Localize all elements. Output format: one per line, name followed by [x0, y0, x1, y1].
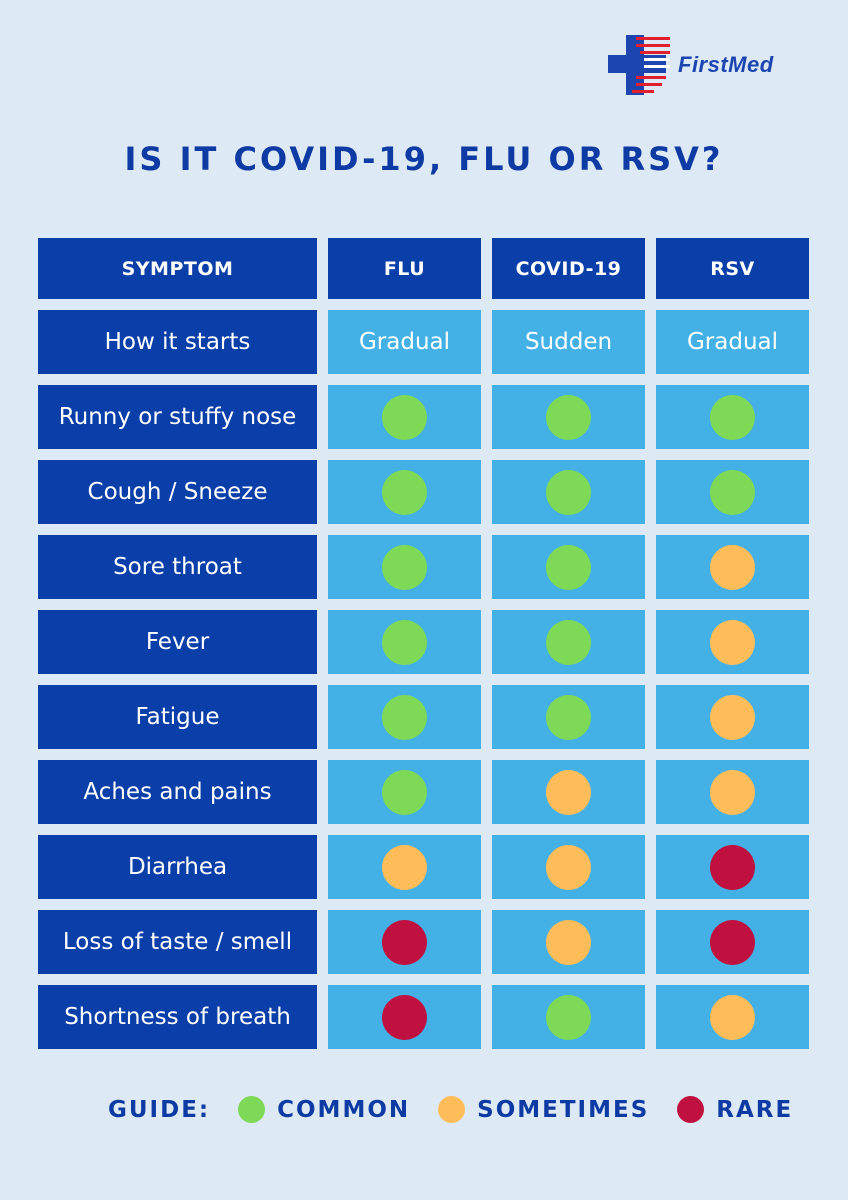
rare-indicator-dot — [382, 919, 427, 965]
sometimes-indicator-dot — [710, 994, 755, 1040]
symptom-label: How it starts — [38, 310, 317, 374]
table-cell-covid — [492, 535, 645, 599]
rare-indicator-dot — [710, 844, 755, 890]
symptom-label: Fatigue — [38, 685, 317, 749]
common-indicator-dot — [546, 619, 591, 665]
sometimes-legend-dot — [438, 1096, 466, 1123]
table-cell-flu — [328, 610, 481, 674]
cell-text: Gradual — [358, 329, 451, 355]
table-cell-rsv — [656, 685, 809, 749]
table-cell-rsv — [656, 460, 809, 524]
table-cell-covid — [492, 460, 645, 524]
table-cell-flu — [328, 460, 481, 524]
rare-legend-dot — [677, 1096, 705, 1123]
table-cell-rsv — [656, 985, 809, 1049]
sometimes-indicator-dot — [382, 844, 427, 890]
common-indicator-dot — [546, 694, 591, 740]
rare-indicator-dot — [382, 994, 427, 1040]
legend-label-sometimes: SOMETIMES — [477, 1096, 650, 1123]
symptom-label: Runny or stuffy nose — [38, 385, 317, 449]
common-indicator-dot — [546, 994, 591, 1040]
legend-label-rare: RARE — [716, 1096, 794, 1123]
table-cell-covid — [492, 985, 645, 1049]
cell-text: Gradual — [686, 329, 779, 355]
legend-item-rare: RARE — [677, 1096, 793, 1123]
column-header-covid: COVID-19 — [492, 238, 645, 299]
table-cell-rsv — [656, 835, 809, 899]
legend-label-common: COMMON — [277, 1096, 411, 1123]
common-indicator-dot — [710, 469, 755, 515]
table-cell-flu: Gradual — [328, 310, 481, 374]
table-cell-rsv — [656, 760, 809, 824]
sometimes-indicator-dot — [546, 919, 591, 965]
sometimes-indicator-dot — [710, 769, 755, 815]
column-header-symptom: SYMPTOM — [38, 238, 317, 299]
symptom-label: Fever — [38, 610, 317, 674]
legend-label: GUIDE: — [108, 1096, 211, 1123]
brand-name: FirstMed — [678, 52, 774, 77]
common-indicator-dot — [546, 544, 591, 590]
sometimes-indicator-dot — [710, 619, 755, 665]
sometimes-indicator-dot — [710, 694, 755, 740]
rare-indicator-dot — [710, 919, 755, 965]
table-cell-covid — [492, 385, 645, 449]
common-indicator-dot — [382, 544, 427, 590]
common-legend-dot — [238, 1096, 266, 1123]
symptom-label: Shortness of breath — [38, 985, 317, 1049]
symptom-label: Aches and pains — [38, 760, 317, 824]
table-cell-flu — [328, 685, 481, 749]
table-cell-flu — [328, 760, 481, 824]
table-cell-covid: Sudden — [492, 310, 645, 374]
common-indicator-dot — [546, 394, 591, 440]
common-indicator-dot — [546, 469, 591, 515]
legend-item-sometimes: SOMETIMES — [438, 1096, 649, 1123]
common-indicator-dot — [382, 394, 427, 440]
common-indicator-dot — [382, 769, 427, 815]
table-cell-rsv — [656, 610, 809, 674]
table-cell-covid — [492, 835, 645, 899]
common-indicator-dot — [382, 694, 427, 740]
table-cell-covid — [492, 610, 645, 674]
common-indicator-dot — [382, 469, 427, 515]
table-cell-flu — [328, 385, 481, 449]
table-cell-rsv — [656, 535, 809, 599]
common-indicator-dot — [710, 394, 755, 440]
table-cell-rsv — [656, 910, 809, 974]
symptom-table: SYMPTOM FLU COVID-19 RSV How it starts Gradua… — [38, 238, 809, 1060]
brand-logo: FirstMed — [606, 33, 774, 97]
sometimes-indicator-dot — [546, 769, 591, 815]
table-cell-rsv — [656, 385, 809, 449]
sometimes-indicator-dot — [546, 844, 591, 890]
legend-item-common: COMMON — [238, 1096, 410, 1123]
page-title: IS IT COVID-19, FLU OR RSV? — [124, 140, 724, 178]
table-cell-flu — [328, 985, 481, 1049]
symptom-label: Sore throat — [38, 535, 317, 599]
symptom-label: Diarrhea — [38, 835, 317, 899]
symptom-label: Loss of taste / smell — [38, 910, 317, 974]
symptom-label: Cough / Sneeze — [38, 460, 317, 524]
sometimes-indicator-dot — [710, 544, 755, 590]
table-cell-covid — [492, 910, 645, 974]
table-cell-covid — [492, 760, 645, 824]
common-indicator-dot — [382, 619, 427, 665]
column-header-rsv: RSV — [656, 238, 809, 299]
table-cell-flu — [328, 535, 481, 599]
legend: GUIDE: COMMON SOMETIMES RARE — [108, 1096, 793, 1123]
table-cell-flu — [328, 835, 481, 899]
column-header-flu: FLU — [328, 238, 481, 299]
table-cell-rsv: Gradual — [656, 310, 809, 374]
cross-logo-icon — [608, 35, 670, 95]
table-cell-flu — [328, 910, 481, 974]
cell-text: Sudden — [524, 329, 613, 355]
table-cell-covid — [492, 685, 645, 749]
